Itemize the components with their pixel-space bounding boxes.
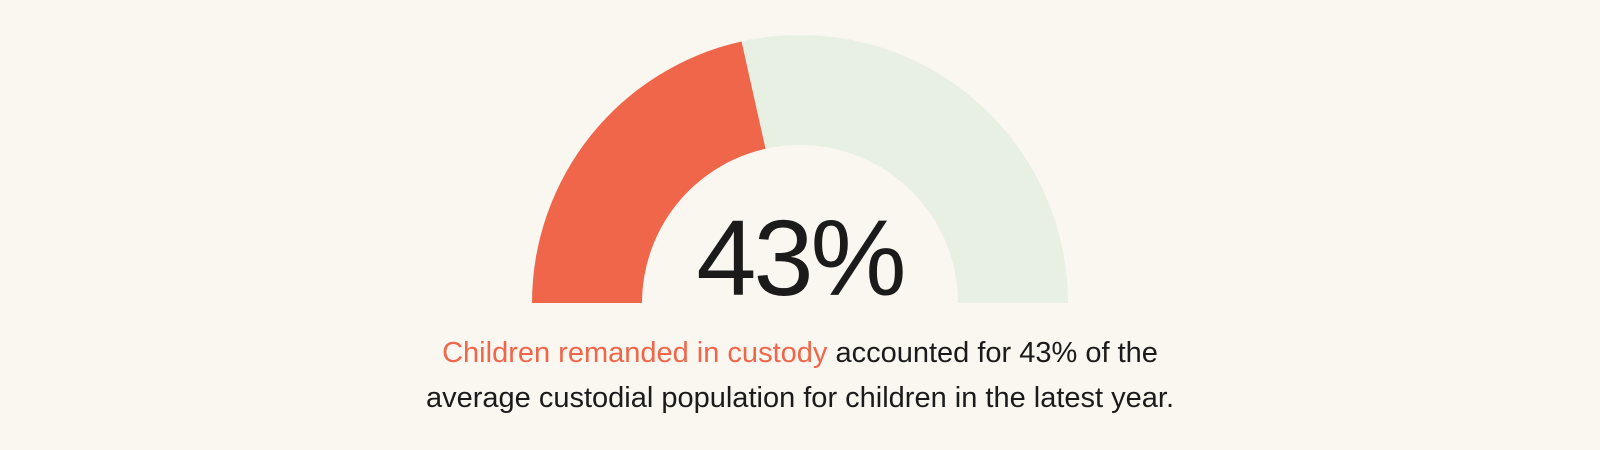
caption: Children remanded in custody accounted f… — [0, 331, 1600, 421]
gauge-svg — [532, 35, 1068, 303]
caption-line2: average custodial population for childre… — [425, 382, 1175, 414]
gauge-chart: 43% — [532, 35, 1068, 312]
caption-highlight: Children remanded in custody — [442, 337, 828, 369]
gauge-value-arc — [532, 41, 766, 303]
caption-line1-rest: accounted for 43% of the — [827, 337, 1158, 369]
gauge-value-label: 43% — [696, 197, 906, 318]
